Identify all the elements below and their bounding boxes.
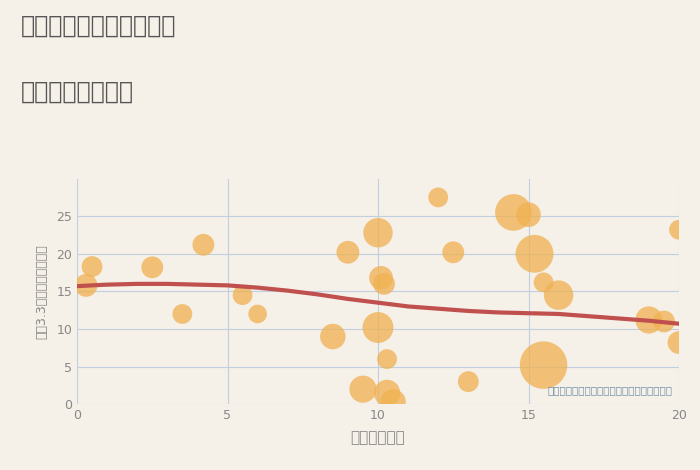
Y-axis label: 坪（3.3㎡）単価（万円）: 坪（3.3㎡）単価（万円） (35, 244, 48, 339)
Point (658, 318, 669, 325)
Point (382, 389, 393, 397)
Point (673, 226, 685, 234)
Point (538, 279, 549, 286)
Point (463, 378, 474, 385)
Point (328, 333, 339, 340)
Point (379, 280, 390, 288)
X-axis label: 駅距離（分）: 駅距離（分） (351, 431, 405, 446)
Point (198, 241, 209, 249)
Point (448, 249, 459, 256)
Point (357, 385, 368, 393)
Point (538, 361, 549, 369)
Point (147, 264, 158, 271)
Point (529, 250, 540, 258)
Point (508, 209, 519, 216)
Point (388, 398, 399, 406)
Point (342, 249, 354, 256)
Point (673, 339, 685, 346)
Text: 三重県四日市市清水町の: 三重県四日市市清水町の (21, 14, 176, 38)
Point (643, 316, 655, 324)
Point (252, 310, 263, 318)
Point (87, 263, 98, 270)
Text: 駅距離別土地価格: 駅距離別土地価格 (21, 80, 134, 104)
Point (382, 355, 393, 363)
Point (176, 310, 188, 318)
Point (80, 282, 92, 289)
Point (523, 211, 534, 219)
Point (433, 194, 444, 201)
Point (372, 324, 384, 331)
Point (372, 229, 384, 236)
Point (375, 274, 386, 282)
Point (553, 291, 564, 299)
Text: 円の大きさは、取引のあった物件面積を示す: 円の大きさは、取引のあった物件面積を示す (548, 385, 673, 395)
Point (237, 291, 248, 299)
